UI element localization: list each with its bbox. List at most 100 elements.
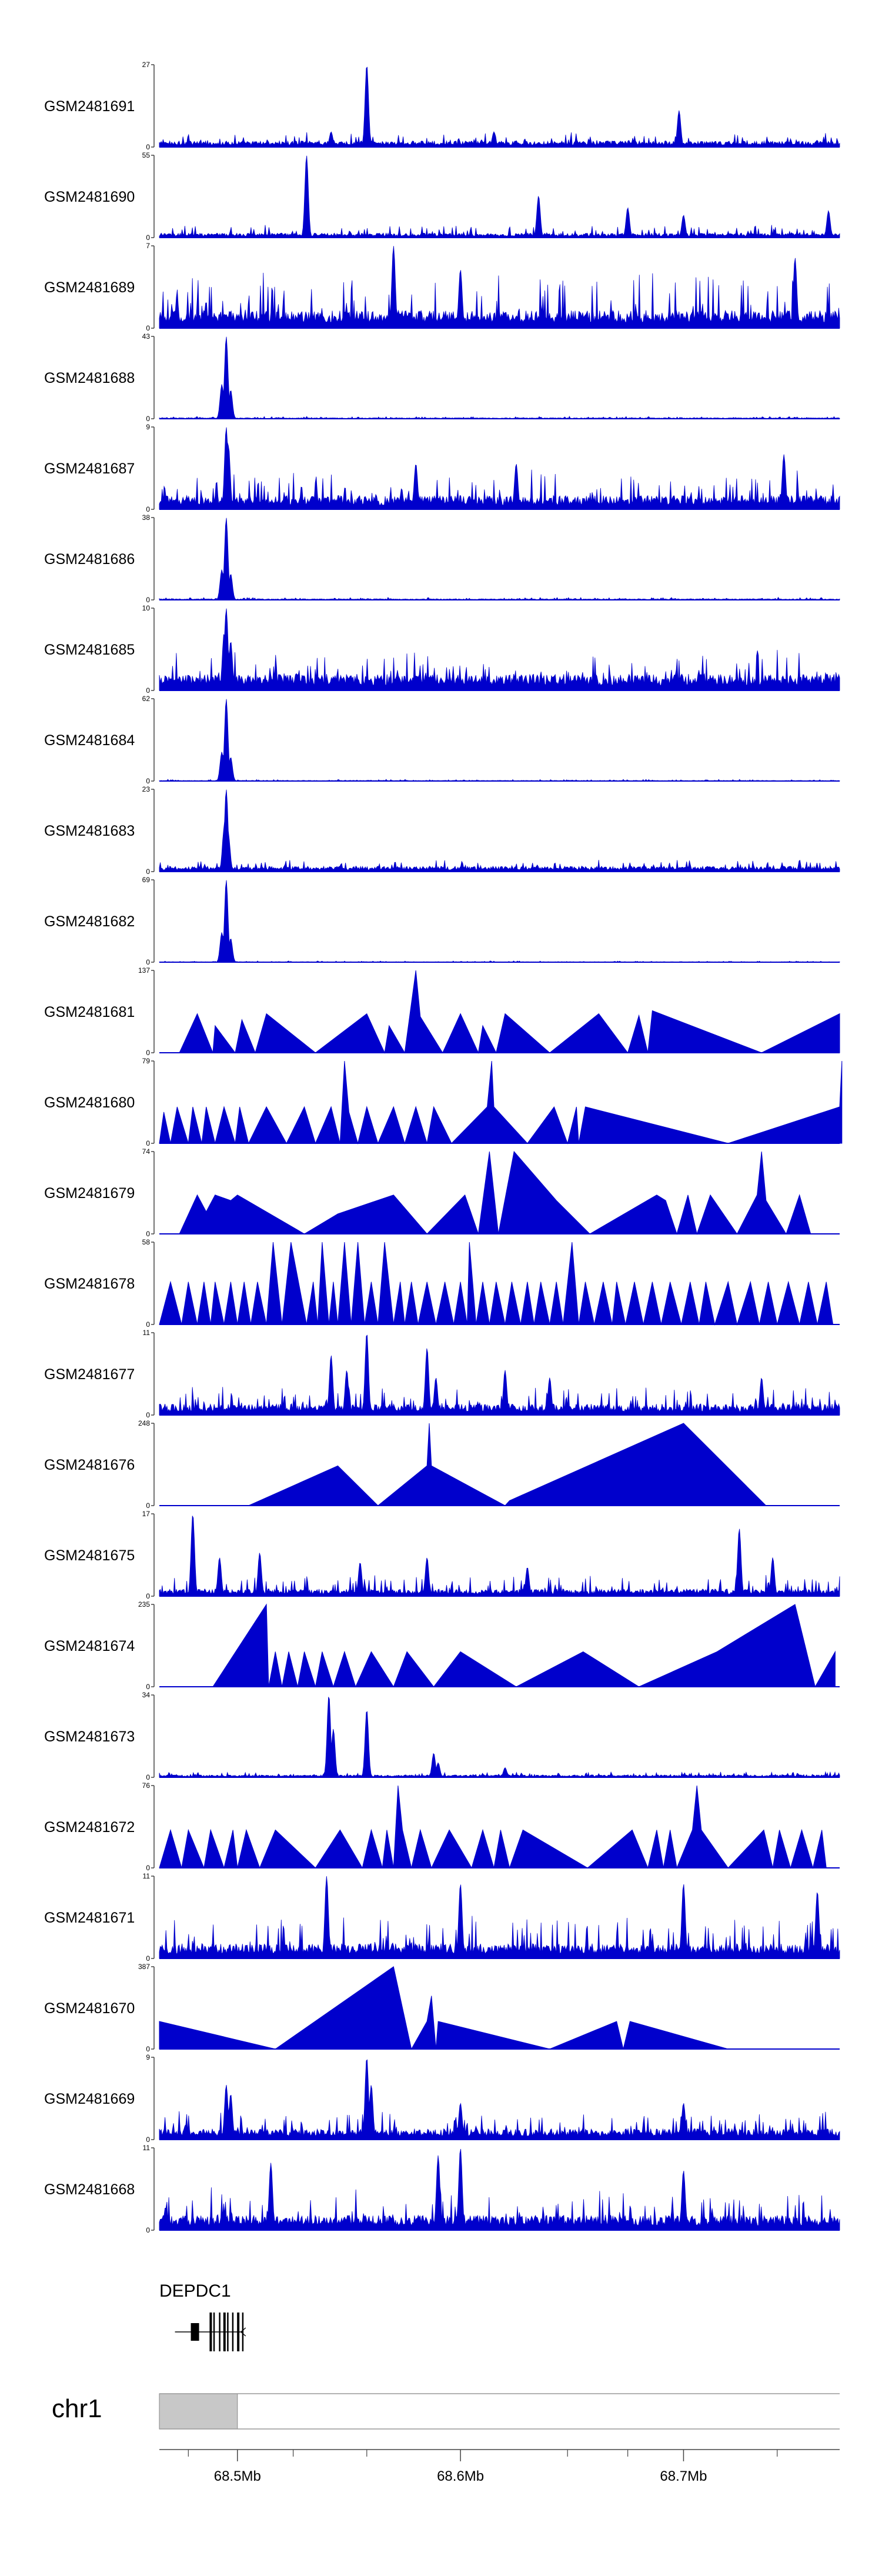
y-tick-label-zero: 0 (146, 1683, 150, 1691)
track-GSM2481676: GSM2481676 248 0 (44, 1419, 840, 1510)
track-GSM2481688: GSM2481688 43 0 (44, 332, 840, 423)
track-label: GSM2481688 (44, 370, 135, 386)
signal-area (179, 970, 840, 1054)
y-tick-label-max: 137 (138, 966, 150, 975)
track-label: GSM2481677 (44, 1366, 135, 1383)
y-tick-label-max: 58 (142, 1238, 151, 1246)
gene-exon (232, 2313, 234, 2351)
x-tick-label: 68.6Mb (437, 2468, 484, 2484)
y-tick-label-zero: 0 (146, 324, 150, 332)
signal-area (159, 155, 840, 238)
track-GSM2481690: GSM2481690 55 0 (44, 151, 840, 242)
y-tick-label-max: 7 (146, 242, 150, 250)
y-tick-label-max: 10 (142, 604, 151, 612)
y-tick-label-zero: 0 (146, 596, 150, 604)
x-tick-label: 68.7Mb (660, 2468, 707, 2484)
y-tick-label-max: 27 (142, 61, 151, 69)
track-label: GSM2481668 (44, 2181, 135, 2198)
track-label: GSM2481687 (44, 461, 135, 477)
y-tick-label-max: 38 (142, 513, 151, 522)
track-label: GSM2481679 (44, 1185, 135, 1202)
track-GSM2481668: GSM2481668 11 0 (44, 2144, 840, 2234)
track-label: GSM2481680 (44, 1095, 135, 1111)
y-tick-label-zero: 0 (146, 1773, 150, 1781)
y-tick-label-max: 34 (142, 1691, 151, 1699)
gene-exon (227, 2313, 229, 2351)
track-GSM2481672: GSM2481672 76 0 (44, 1781, 840, 1872)
y-tick-label-zero: 0 (146, 1139, 150, 1147)
y-tick-label-zero: 0 (146, 2045, 150, 2053)
gene-exon (219, 2313, 220, 2351)
y-tick-label-zero: 0 (146, 1411, 150, 1419)
strand-arrow-icon (240, 2327, 246, 2337)
gene-exon (209, 2313, 212, 2351)
track-label: GSM2481675 (44, 1547, 135, 1564)
y-tick-label-zero: 0 (146, 415, 150, 423)
track-GSM2481685: GSM2481685 10 0 (44, 604, 840, 695)
gene-exon (213, 2313, 215, 2351)
y-tick-label-max: 69 (142, 876, 151, 884)
y-tick-label-zero: 0 (146, 1954, 150, 1963)
track-label: GSM2481681 (44, 1004, 135, 1020)
signal-area (248, 1423, 767, 1506)
gene-name-label: DEPDC1 (159, 2281, 231, 2301)
y-tick-label-zero: 0 (146, 1864, 150, 1872)
y-tick-label-zero: 0 (146, 867, 150, 876)
track-label: GSM2481673 (44, 1729, 135, 1745)
chromosome-label: chr1 (52, 2394, 102, 2423)
track-GSM2481687: GSM2481687 9 0 (44, 423, 840, 513)
track-label: GSM2481669 (44, 2091, 135, 2107)
y-tick-label-max: 62 (142, 695, 151, 703)
gene-model-depdc1 (175, 2313, 246, 2351)
signal-area (159, 66, 840, 148)
track-label: GSM2481672 (44, 1819, 135, 1836)
track-label: GSM2481670 (44, 2000, 135, 2017)
signal-area (159, 2148, 840, 2231)
track-GSM2481679: GSM2481679 74 0 (44, 1147, 840, 1238)
track-label: GSM2481683 (44, 823, 135, 839)
y-tick-label-zero: 0 (146, 686, 150, 695)
chromosome-ideogram-track: chr1 (52, 2393, 840, 2430)
track-label: GSM2481682 (44, 913, 135, 930)
y-tick-label-max: 235 (138, 1600, 150, 1609)
track-label: GSM2481690 (44, 189, 135, 205)
track-label: GSM2481671 (44, 1910, 135, 1926)
y-tick-label-zero: 0 (146, 143, 150, 151)
signal-area (159, 246, 840, 329)
signal-area (179, 1150, 811, 1235)
genome-coordinate-axis: 68.5Mb 68.6Mb 68.7Mb (159, 2449, 840, 2484)
signal-area (159, 880, 840, 963)
y-tick-label-zero: 0 (146, 2135, 150, 2144)
y-tick-label-zero: 0 (146, 1592, 150, 1600)
track-GSM2481691: GSM2481691 27 0 (44, 61, 840, 151)
track-GSM2481678: GSM2481678 58 0 (44, 1238, 840, 1329)
y-tick-label-max: 9 (146, 423, 150, 431)
signal-area (159, 1242, 834, 1326)
y-tick-label-max: 43 (142, 332, 151, 341)
gene-annotation-track: DEPDC1 (159, 2281, 246, 2351)
y-tick-label-zero: 0 (146, 233, 150, 242)
x-tick-label: 68.5Mb (214, 2468, 261, 2484)
track-GSM2481671: GSM2481671 11 0 (44, 1872, 840, 1963)
signal-area (159, 608, 840, 691)
signal-area (159, 2059, 840, 2140)
y-tick-label-max: 11 (143, 2144, 151, 2152)
track-label: GSM2481689 (44, 279, 135, 296)
y-tick-label-zero: 0 (146, 1230, 150, 1238)
signal-tracks: GSM2481691270GSM2481690550GSM248168970GS… (44, 61, 843, 2234)
track-GSM2481682: GSM2481682 69 0 (44, 876, 840, 966)
signal-area (159, 1516, 840, 1597)
track-label: GSM2481674 (44, 1638, 135, 1654)
signal-area (159, 1966, 729, 2050)
track-GSM2481680: GSM2481680 79 0 (44, 1057, 843, 1147)
y-tick-label-max: 23 (142, 785, 151, 793)
y-tick-label-max: 11 (143, 1872, 151, 1880)
y-tick-label-zero: 0 (146, 2226, 150, 2234)
signal-area (159, 1876, 840, 1959)
y-tick-label-max: 11 (143, 1329, 151, 1337)
track-GSM2481670: GSM2481670 387 0 (44, 1963, 840, 2053)
track-GSM2481683: GSM2481683 23 0 (44, 785, 840, 876)
track-label: GSM2481678 (44, 1276, 135, 1292)
track-GSM2481681: GSM2481681 137 0 (44, 966, 840, 1057)
